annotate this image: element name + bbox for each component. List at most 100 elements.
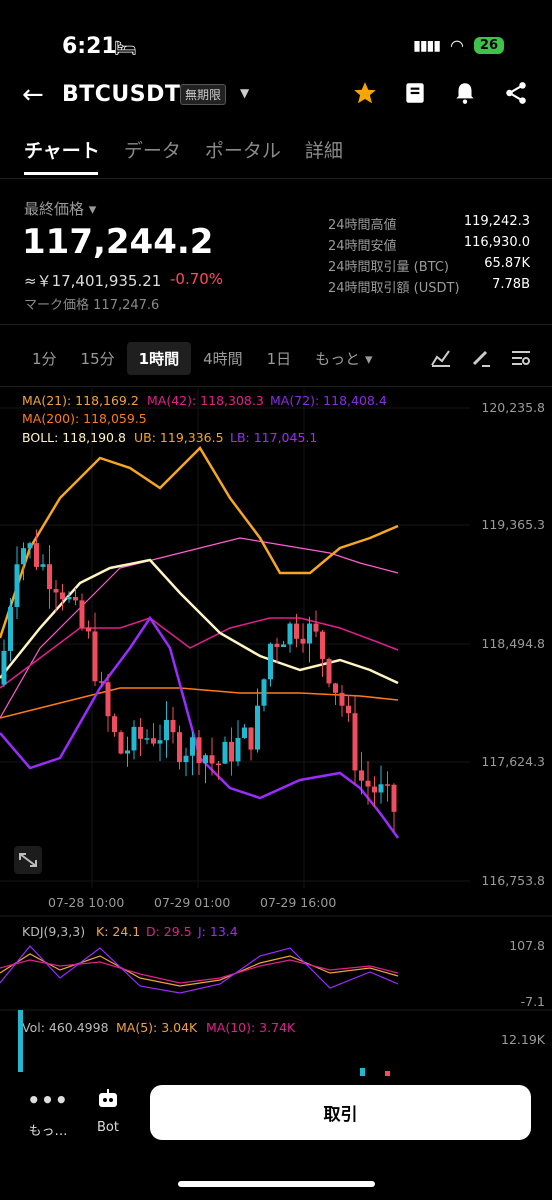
more-button[interactable]: ••• もっ… (24, 1088, 72, 1139)
legend-ub: UB: 119,336.5 (134, 430, 224, 445)
stat-row: 24時間取引額 (USDT) 7.78B (328, 277, 530, 296)
back-button[interactable]: ← (22, 80, 44, 110)
candle-body (53, 589, 59, 593)
candle-body (151, 738, 156, 744)
book-icon[interactable] (402, 80, 428, 106)
candle-body (73, 596, 78, 601)
candle-body (66, 596, 72, 600)
stat-row: 24時間高値 119,242.3 (328, 214, 530, 233)
kdj-k-line (0, 953, 399, 987)
tf-more[interactable]: もっと ▾ (315, 350, 373, 368)
symbol-title[interactable]: BTCUSDT (62, 82, 181, 107)
candle-body (320, 631, 325, 659)
candle-body (8, 606, 13, 651)
candle-body (268, 643, 273, 680)
tab-details[interactable]: 詳細 (304, 140, 343, 162)
divider (0, 324, 552, 325)
chevron-down-icon[interactable]: ▼ (240, 86, 250, 100)
ma42-line (0, 617, 399, 689)
status-time: 6:21 (62, 34, 117, 59)
candle-body (203, 755, 208, 764)
robot-icon (99, 1089, 117, 1107)
boll-upper-line (0, 445, 399, 639)
candle-body (313, 623, 319, 632)
legend-vma10: MA(10): 3.74K (206, 1020, 296, 1035)
more-icon: ••• (27, 1088, 69, 1112)
tf-4h[interactable]: 4時間 (203, 350, 243, 368)
indicator-lines (0, 445, 400, 839)
volume-bar (18, 1010, 23, 1072)
legend-vol: Vol: 460.4998 (22, 1020, 109, 1035)
candle-body (21, 548, 26, 565)
trade-button[interactable]: 取引 (150, 1085, 531, 1140)
candle-body (235, 737, 241, 762)
candle-body (118, 732, 124, 754)
tab-portal[interactable]: ポータル (204, 140, 281, 162)
last-price: 117,244.2 (22, 222, 214, 262)
legend-lb: LB: 117,045.1 (230, 430, 317, 445)
price-change: -0.70% (170, 270, 224, 288)
last-price-label[interactable]: 最終価格 ▾ (24, 200, 97, 218)
kdj-d-line (0, 959, 399, 984)
candle-body (157, 740, 163, 744)
candle-body (138, 726, 143, 739)
kdj-j-line (0, 945, 399, 994)
chart-type-icon[interactable] (430, 348, 452, 368)
candle-body (365, 780, 371, 787)
candle-body (170, 719, 176, 733)
y-tick: 117,624.3 (481, 754, 545, 769)
signal-icon: ▮▮▮▮ (413, 37, 441, 54)
candle-body (281, 644, 286, 647)
candle-body (183, 755, 189, 763)
legend-kdj: KDJ(9,3,3) (22, 924, 85, 939)
candle-body (346, 705, 351, 714)
tf-1m[interactable]: 1分 (32, 350, 57, 368)
candle-body (391, 784, 397, 812)
bell-icon[interactable] (452, 80, 478, 106)
bed-icon: 🛏 (114, 38, 137, 59)
candle-body (294, 623, 299, 639)
wifi-icon: ◠ (449, 36, 464, 55)
star-icon[interactable] (352, 80, 378, 106)
price-cny: ≈￥17,401,935.21 (24, 272, 162, 290)
perpetual-badge: 無期限 (180, 84, 227, 105)
candle-body (255, 705, 260, 750)
expand-icon[interactable] (14, 846, 42, 874)
legend-k: K: 24.1 (96, 924, 140, 939)
candle-body (190, 737, 195, 756)
kdj-lines (0, 945, 399, 994)
stats-panel: 24時間高値 119,242.3 24時間安値 116,930.0 24時間取引量 … (328, 214, 530, 298)
candle-body (105, 682, 111, 717)
candle-body (300, 638, 306, 644)
draw-icon[interactable] (470, 348, 492, 368)
settings-icon[interactable] (510, 348, 532, 368)
battery-icon: 26 (473, 37, 504, 54)
candle-body (385, 784, 390, 786)
x-tick: 07-28 10:00 (48, 895, 124, 910)
tab-chart[interactable]: チャート (24, 140, 100, 162)
main-tabs: チャート データ ポータル 詳細 (24, 136, 343, 163)
candle-body (307, 623, 312, 644)
divider (0, 178, 552, 179)
boll-lower-line (0, 615, 400, 839)
tf-1h[interactable]: 1時間 (126, 342, 192, 375)
legend-ma42: MA(42): 118,308.3 (147, 393, 264, 408)
price-chart[interactable]: MA(21): 118,169.2 MA(42): 118,308.3 MA(7… (0, 388, 552, 1078)
tf-1d[interactable]: 1日 (266, 350, 292, 368)
kdj-tick: -7.1 (521, 994, 545, 1009)
bot-button[interactable]: Bot (88, 1088, 128, 1135)
candle-body (339, 692, 345, 706)
y-tick: 120,235.8 (481, 400, 545, 415)
candle-body (125, 750, 130, 754)
y-tick: 119,365.3 (481, 517, 545, 532)
tf-15m[interactable]: 15分 (80, 350, 115, 368)
share-icon[interactable] (503, 80, 529, 106)
tab-data[interactable]: データ (123, 140, 181, 162)
candle-body (14, 564, 20, 607)
legend-vma5: MA(5): 3.04K (116, 1020, 198, 1035)
status-icons: ▮▮▮▮ ◠ 26 (413, 36, 504, 55)
mark-price: マーク価格 117,247.6 (24, 298, 160, 313)
y-tick: 116,753.8 (481, 873, 545, 888)
candle-body (216, 763, 221, 766)
y-tick: 118,494.8 (481, 636, 545, 651)
